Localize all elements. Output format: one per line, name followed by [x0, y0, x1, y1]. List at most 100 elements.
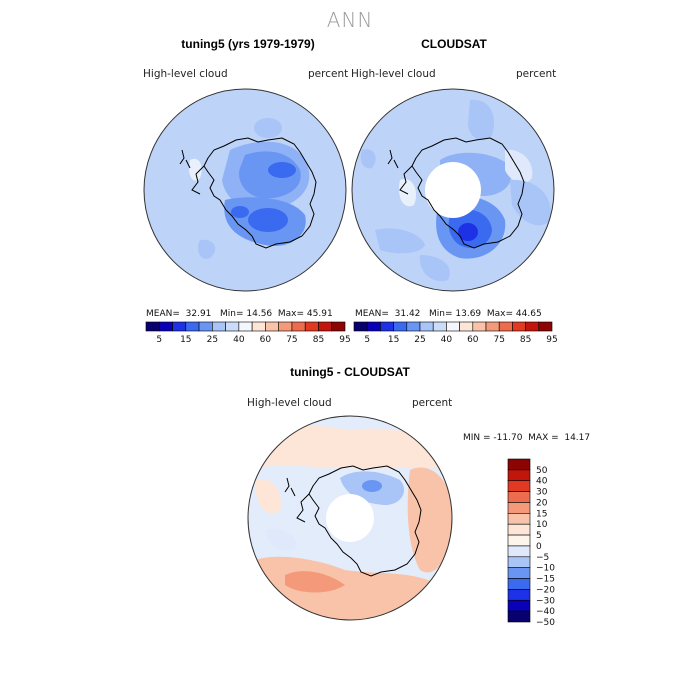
- colorbar-swatch: [185, 321, 200, 332]
- colorbar-swatch: [331, 321, 346, 332]
- panel3-units: percent: [412, 397, 453, 409]
- colorbar-swatch: [507, 469, 531, 482]
- colorbar-swatch: [380, 321, 394, 332]
- colorbar-swatch: [238, 321, 253, 332]
- panel2-stats: MEAN= 31.42 Min= 13.69 Max= 44.65: [355, 309, 542, 319]
- colorbar-swatch: [158, 321, 173, 332]
- colorbar-swatch: [406, 321, 421, 332]
- map1-border: [143, 88, 347, 292]
- colorbar-swatch: [393, 321, 408, 332]
- map3-peninsula-outline: [296, 493, 310, 523]
- colorbar-swatch: [251, 321, 266, 332]
- colorbar-swatch: [225, 321, 240, 332]
- map1-field-patch: [231, 206, 249, 218]
- colorbar-swatch: [507, 578, 531, 590]
- colorbar-tick-label: 15: [536, 509, 547, 519]
- colorbar-swatch: [507, 589, 531, 601]
- panel1-mean: 32.91: [185, 309, 212, 319]
- colorbar-swatch: [507, 458, 531, 471]
- panel1-max: 45.91: [306, 309, 333, 319]
- colorbar-swatch: [472, 321, 487, 332]
- panel2-max: 44.65: [515, 309, 542, 319]
- colorbar-tick-label: 60: [260, 335, 272, 345]
- colorbar-tick-label: −20: [536, 585, 555, 595]
- colorbar-tick-label: −30: [536, 596, 555, 606]
- colorbar-swatch: [432, 321, 447, 332]
- colorbar-tick-label: 95: [546, 335, 557, 345]
- colorbar-swatch: [291, 321, 306, 332]
- colorbar-tick-label: 0: [536, 542, 542, 552]
- colorbar-swatch: [507, 534, 531, 547]
- map-cloudsat: [351, 88, 555, 292]
- panel2-mean: 31.42: [394, 309, 421, 319]
- panel1-min: 14.56: [246, 309, 273, 319]
- map3-border: [247, 415, 453, 621]
- panel2-units: percent: [516, 68, 557, 80]
- panel2-title: CLOUDSAT: [421, 37, 487, 51]
- figure-title: ANN: [326, 8, 374, 32]
- panel3-title: tuning5 - CLOUDSAT: [290, 365, 410, 379]
- colorbar-tick-label: −40: [536, 607, 555, 617]
- panel1-title: tuning5 (yrs 1979-1979): [181, 37, 315, 51]
- colorbar-tick-label: 10: [536, 520, 548, 530]
- colorbar-tick-label: −50: [536, 618, 555, 628]
- colorbar-tick-label: 95: [339, 335, 350, 345]
- map2-field-patch: [458, 223, 478, 241]
- panel1-variable: High-level cloud: [143, 68, 228, 80]
- map3-field-patch: [250, 425, 450, 470]
- panel1-stats: MEAN= 32.91 Min= 14.56 Max= 45.91: [146, 309, 333, 319]
- colorbar-swatch: [525, 321, 540, 332]
- colorbar-swatch: [353, 321, 368, 332]
- colorbar-swatch: [318, 321, 333, 332]
- map-difference: [247, 415, 453, 621]
- panel2-min-label: Min=: [428, 309, 453, 319]
- map3-coast-fragment: [284, 477, 296, 497]
- map2-field-patch: [360, 149, 376, 169]
- colorbar-swatch: [507, 599, 531, 612]
- colorbar-swatch: [512, 321, 526, 332]
- colorbar-tick-label: 25: [414, 335, 425, 345]
- map3-polar-gap: [326, 494, 374, 542]
- colorbar-swatch: [198, 321, 213, 332]
- colorbar-swatch: [459, 321, 474, 332]
- map1-peninsula-outline: [191, 165, 205, 195]
- colorbar-swatch: [145, 321, 160, 332]
- map-tuning5: [143, 88, 347, 292]
- colorbar-swatch: [485, 321, 500, 332]
- map3-field-patch: [362, 480, 382, 492]
- colorbar-swatch: [507, 545, 531, 558]
- colorbar-tick-label: 5: [536, 531, 542, 541]
- colorbar-swatch: [507, 502, 531, 514]
- colorbar-swatch: [498, 321, 513, 332]
- map1-coast-fragment: [179, 149, 191, 169]
- colorbar-tick-label: 25: [207, 335, 218, 345]
- colorbar-tick-label: 50: [536, 466, 548, 476]
- colorbar-tick-label: 5: [156, 335, 162, 345]
- map1-field-patch: [198, 239, 216, 259]
- panel1-mean-label: MEAN=: [146, 309, 180, 319]
- map2-border: [351, 88, 555, 292]
- colorbar-tick-label: 85: [313, 335, 324, 345]
- colorbar-tick-label: −10: [536, 564, 555, 574]
- colorbar-swatch: [446, 321, 460, 332]
- panel3-variable: High-level cloud: [247, 397, 332, 409]
- map3-field-patch: [255, 479, 281, 514]
- panel1-max-label: Max=: [277, 309, 305, 319]
- colorbar-tick-label: −5: [536, 553, 549, 563]
- colorbar-cloudsat: 5 15 25 40 60 75 85 95: [353, 321, 558, 345]
- colorbar-swatch: [419, 321, 434, 332]
- colorbar-swatch: [507, 556, 531, 568]
- map2-peninsula-outline: [399, 165, 413, 195]
- panel3-minmax: MIN = -11.70 MAX = 14.17: [463, 433, 591, 443]
- colorbar-swatch: [212, 321, 226, 332]
- colorbar-tick-label: 15: [180, 335, 191, 345]
- colorbar-swatch: [507, 513, 531, 525]
- colorbar-swatch: [507, 491, 531, 503]
- colorbar-tuning5: 5 15 25 40 60 75 85 95: [145, 321, 351, 345]
- map2-antarctica-outline: [411, 137, 525, 249]
- colorbar-swatch: [507, 567, 531, 579]
- map1-field-patch: [254, 118, 282, 138]
- colorbar-tick-label: 85: [520, 335, 531, 345]
